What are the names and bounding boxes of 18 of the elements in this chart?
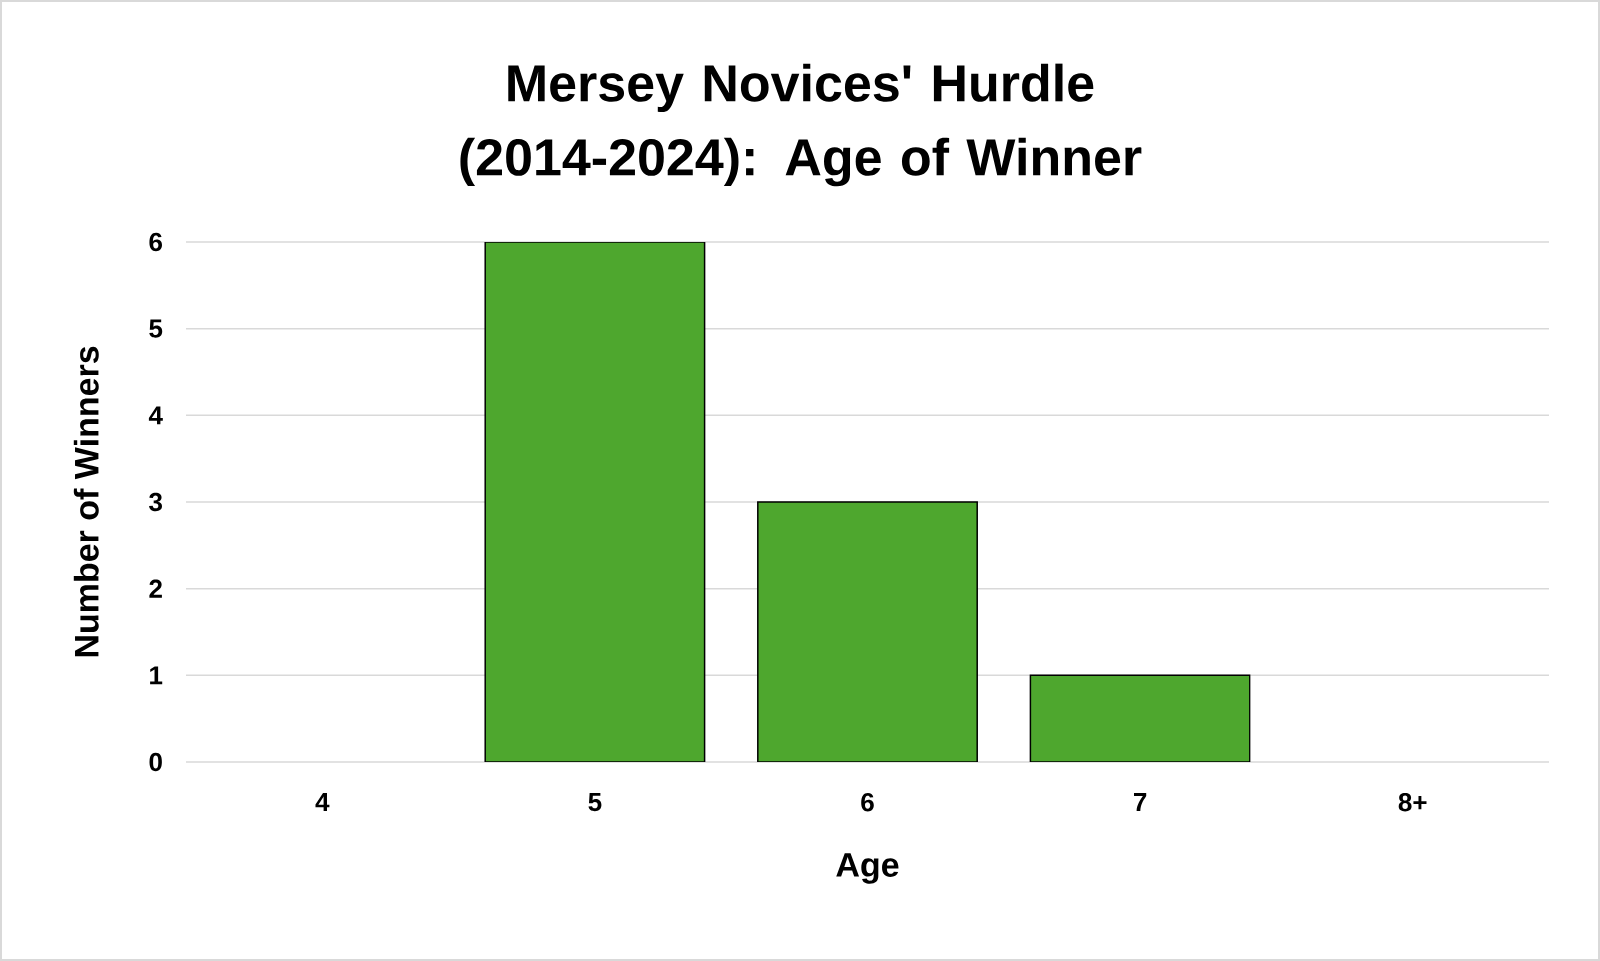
bar — [757, 501, 978, 762]
x-tick-label: 6 — [861, 793, 874, 812]
x-tick-label: 8+ — [1398, 793, 1427, 812]
y-tick-label: 4 — [148, 406, 163, 425]
x-tick-label: 4 — [315, 793, 330, 811]
y-tick-label: 6 — [149, 232, 162, 252]
y-tick-label: 1 — [150, 666, 163, 685]
y-tick-label: 3 — [149, 492, 162, 512]
y-tick-label: 0 — [149, 752, 162, 772]
y-tick-label: 2 — [149, 579, 162, 598]
x-tick-label: 5 — [588, 793, 602, 812]
bar — [484, 242, 706, 762]
y-axis-title: Number of Winners — [73, 346, 99, 657]
bar — [1029, 674, 1251, 762]
x-axis-title: Age — [836, 853, 899, 884]
x-tick-label: 7 — [1134, 793, 1147, 811]
y-tick-label: 5 — [149, 319, 163, 338]
chart-title: Mersey Novices' Hurdle (2014-2024): Age of Winner — [460, 63, 1142, 187]
